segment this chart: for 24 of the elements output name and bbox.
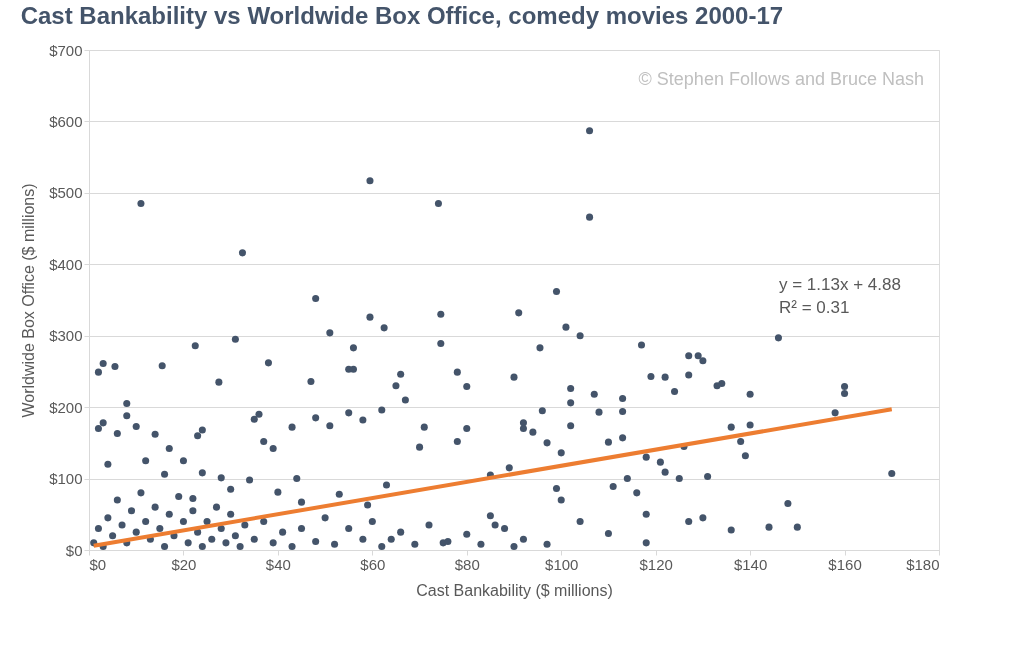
- x-tick-label: $60: [360, 555, 386, 573]
- x-tick-label: $40: [265, 555, 291, 573]
- y-tick-label: $300: [49, 327, 83, 345]
- annotation: R² = 0.31: [779, 298, 850, 317]
- y-tick-label: $100: [49, 470, 83, 488]
- x-axis-title: Cast Bankability ($ millions): [416, 581, 613, 599]
- annotation: © Stephen Follows and Bruce Nash: [638, 69, 924, 89]
- y-tick-label: $0: [65, 541, 83, 559]
- x-tick-label: $100: [545, 555, 579, 573]
- x-tick-label: $80: [454, 555, 480, 573]
- x-tick-label: $160: [828, 555, 862, 573]
- annotation: y = 1.13x + 4.88: [779, 275, 901, 294]
- y-tick-label: $400: [49, 255, 83, 273]
- x-tick-label: $20: [171, 555, 197, 573]
- y-tick-label: $700: [49, 41, 83, 59]
- x-tick-label: $0: [89, 555, 107, 573]
- chart-title: Cast Bankability vs Worldwide Box Office, comedy movies 2000-17: [20, 2, 784, 29]
- y-axis-title: Worldwide Box Office ($ millions): [20, 183, 38, 418]
- x-tick-label: $180: [906, 555, 940, 573]
- y-tick-label: $500: [49, 184, 83, 202]
- y-tick-label: $600: [49, 112, 83, 130]
- x-tick-label: $120: [639, 555, 673, 573]
- y-tick-label: $200: [49, 398, 83, 416]
- x-tick-label: $140: [733, 555, 768, 573]
